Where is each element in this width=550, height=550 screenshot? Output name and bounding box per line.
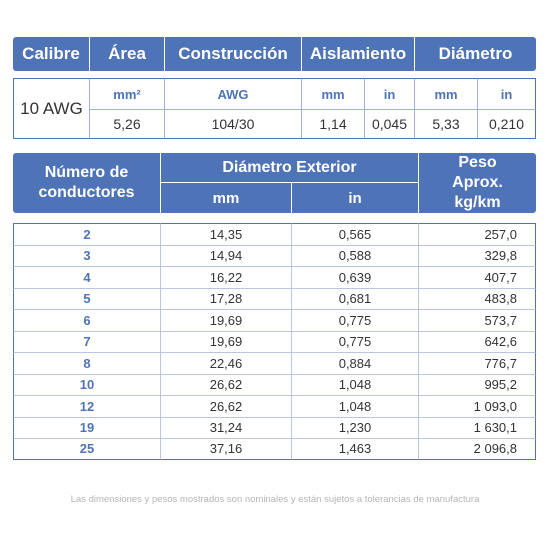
diameter-mm: 37,16 [160, 438, 291, 460]
conductor-count: 19 [13, 416, 160, 438]
weight-kg-km: 573,7 [418, 309, 536, 331]
table-row: 8 22,46 0,884 776,7 [13, 352, 536, 374]
diameter-mm: 19,69 [160, 309, 291, 331]
header-diametro-exterior: Diámetro Exterior [160, 153, 418, 183]
weight-kg-km: 995,2 [418, 373, 536, 395]
diameter-mm: 31,24 [160, 416, 291, 438]
value-diametro-in: 0,210 [477, 109, 536, 139]
value-construccion: 104/30 [164, 109, 301, 139]
weight-kg-km: 483,8 [418, 287, 536, 309]
unit-construccion: AWG [164, 78, 301, 109]
header-diametro: Diámetro [414, 37, 536, 71]
header-unit-in: in [291, 182, 418, 213]
diameter-in: 0,565 [291, 223, 418, 245]
table-row: 7 19,69 0,775 642,6 [13, 330, 536, 352]
unit-area: mm² [89, 78, 164, 109]
header-aislamiento: Aislamiento [301, 37, 414, 71]
conductor-count: 8 [13, 352, 160, 374]
value-area: 5,26 [89, 109, 164, 139]
diameter-mm: 16,22 [160, 266, 291, 288]
weight-kg-km: 257,0 [418, 223, 536, 245]
diameter-in: 1,048 [291, 395, 418, 417]
conductor-count: 10 [13, 373, 160, 395]
weight-kg-km: 776,7 [418, 352, 536, 374]
header-numero-conductores: Número de conductores [13, 153, 160, 213]
table-row: 12 26,62 1,048 1 093,0 [13, 395, 536, 417]
header-unit-mm: mm [160, 182, 291, 213]
table-row: 2 14,35 0,565 257,0 [13, 223, 536, 245]
weight-kg-km: 407,7 [418, 266, 536, 288]
calibre-value: 10 AWG [13, 78, 89, 139]
table-row: 3 14,94 0,588 329,8 [13, 244, 536, 266]
weight-kg-km: 1 093,0 [418, 395, 536, 417]
diameter-mm: 14,35 [160, 223, 291, 245]
conductor-count: 6 [13, 309, 160, 331]
table-row: 25 37,16 1,463 2 096,8 [13, 438, 536, 460]
unit-diametro-mm: mm [414, 78, 477, 109]
conductor-count: 4 [13, 266, 160, 288]
unit-aislamiento-mm: mm [301, 78, 364, 109]
header-construccion: Construcción [164, 37, 301, 71]
header-peso: Peso Aprox. kg/km [418, 153, 536, 213]
value-aislamiento-mm: 1,14 [301, 109, 364, 139]
table-row: 5 17,28 0,681 483,8 [13, 287, 536, 309]
diameter-in: 1,230 [291, 416, 418, 438]
value-aislamiento-in: 0,045 [364, 109, 414, 139]
diameter-mm: 17,28 [160, 287, 291, 309]
diameter-mm: 14,94 [160, 244, 291, 266]
conductor-count: 5 [13, 287, 160, 309]
header-area: Área [89, 37, 164, 71]
weight-kg-km: 2 096,8 [418, 438, 536, 460]
table-row: 6 19,69 0,775 573,7 [13, 309, 536, 331]
diameter-in: 1,463 [291, 438, 418, 460]
conductors-table: Número de conductores Diámetro Exterior … [13, 153, 536, 460]
table-row: 19 31,24 1,230 1 630,1 [13, 416, 536, 438]
weight-kg-km: 329,8 [418, 244, 536, 266]
diameter-in: 1,048 [291, 373, 418, 395]
diameter-in: 0,588 [291, 244, 418, 266]
conductor-count: 2 [13, 223, 160, 245]
table-row: 4 16,22 0,639 407,7 [13, 266, 536, 288]
conductor-count: 12 [13, 395, 160, 417]
unit-diametro-in: in [477, 78, 536, 109]
diameter-in: 0,681 [291, 287, 418, 309]
diameter-in: 0,884 [291, 352, 418, 374]
diameter-in: 0,775 [291, 330, 418, 352]
conductor-count: 3 [13, 244, 160, 266]
table-row: 10 26,62 1,048 995,2 [13, 373, 536, 395]
conductor-count: 7 [13, 330, 160, 352]
value-diametro-mm: 5,33 [414, 109, 477, 139]
diameter-mm: 19,69 [160, 330, 291, 352]
diameter-mm: 26,62 [160, 395, 291, 417]
diameter-mm: 22,46 [160, 352, 291, 374]
diameter-in: 0,775 [291, 309, 418, 331]
weight-kg-km: 642,6 [418, 330, 536, 352]
unit-aislamiento-in: in [364, 78, 414, 109]
footnote: Las dimensiones y pesos mostrados son no… [70, 494, 480, 505]
header-calibre: Calibre [13, 37, 89, 71]
conductor-count: 25 [13, 438, 160, 460]
weight-kg-km: 1 630,1 [418, 416, 536, 438]
diameter-in: 0,639 [291, 266, 418, 288]
spec-table: Calibre Área Construcción Aislamiento Di… [13, 37, 536, 139]
conductors-body: 2 14,35 0,565 257,0 3 14,94 0,588 329,8 4 16,22 0,… [13, 223, 536, 460]
diameter-mm: 26,62 [160, 373, 291, 395]
